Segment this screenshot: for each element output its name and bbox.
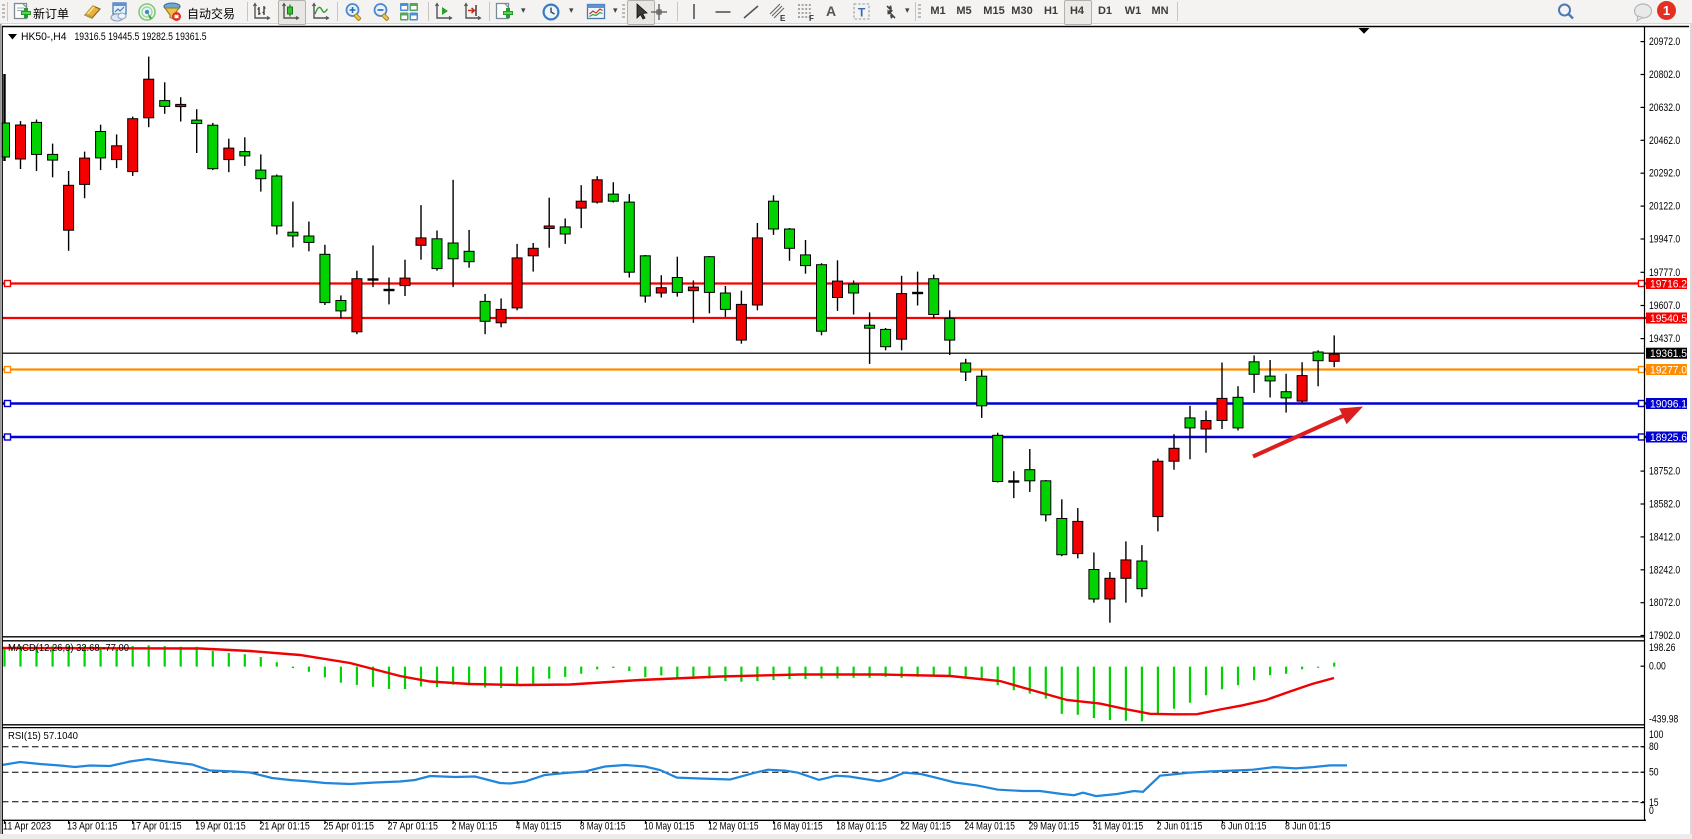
svg-text:20632.0: 20632.0	[1649, 102, 1680, 114]
svg-text:8 Jun 01:15: 8 Jun 01:15	[1285, 821, 1331, 833]
svg-text:4 May 01:15: 4 May 01:15	[516, 821, 562, 833]
svg-text:E: E	[780, 14, 786, 22]
svg-text:19607.0: 19607.0	[1649, 300, 1680, 312]
svg-text:18 May 01:15: 18 May 01:15	[836, 821, 886, 833]
svg-text:80: 80	[1649, 741, 1659, 753]
svg-text:18412.0: 18412.0	[1649, 531, 1680, 543]
svg-text:25 Apr 01:15: 25 Apr 01:15	[324, 821, 374, 833]
svg-text:198.26: 198.26	[1649, 642, 1675, 654]
svg-text:17 Apr 01:15: 17 Apr 01:15	[131, 821, 181, 833]
svg-text:RSI(15) 57.1040: RSI(15) 57.1040	[8, 730, 78, 742]
svg-text:-439.98: -439.98	[1649, 713, 1678, 725]
svg-text:20292.0: 20292.0	[1649, 168, 1680, 180]
svg-text:F: F	[809, 14, 814, 22]
svg-text:13 Apr 01:15: 13 Apr 01:15	[67, 821, 117, 833]
svg-text:18752.0: 18752.0	[1649, 466, 1680, 478]
svg-text:8 May 01:15: 8 May 01:15	[580, 821, 626, 833]
svg-text:19 Apr 01:15: 19 Apr 01:15	[195, 821, 245, 833]
svg-text:16 May 01:15: 16 May 01:15	[772, 821, 822, 833]
svg-text:0: 0	[1649, 805, 1654, 817]
svg-text:19947.0: 19947.0	[1649, 234, 1680, 246]
svg-text:19277.0: 19277.0	[1650, 365, 1687, 377]
svg-text:50: 50	[1649, 767, 1659, 779]
svg-text:19437.0: 19437.0	[1649, 333, 1680, 345]
svg-text:19540.5: 19540.5	[1650, 313, 1687, 325]
svg-text:20462.0: 20462.0	[1649, 135, 1680, 147]
svg-text:100: 100	[1649, 729, 1663, 741]
svg-text:2 May 01:15: 2 May 01:15	[452, 821, 498, 833]
svg-text:19361.5: 19361.5	[1650, 348, 1687, 360]
svg-text:18582.0: 18582.0	[1649, 499, 1680, 511]
svg-text:27 Apr 01:15: 27 Apr 01:15	[388, 821, 438, 833]
svg-text:20802.0: 20802.0	[1649, 69, 1680, 81]
svg-text:HK50-,H4: HK50-,H4	[21, 31, 67, 43]
svg-text:19096.1: 19096.1	[1650, 399, 1687, 411]
svg-text:MACD(12,26,9) 32.68 -77.00: MACD(12,26,9) 32.68 -77.00	[8, 642, 129, 654]
svg-text:24 May 01:15: 24 May 01:15	[965, 821, 1015, 833]
svg-text:15: 15	[1649, 797, 1659, 809]
svg-text:0.00: 0.00	[1649, 661, 1666, 673]
svg-text:29 May 01:15: 29 May 01:15	[1029, 821, 1079, 833]
svg-text:18925.6: 18925.6	[1650, 432, 1687, 444]
svg-text:20122.0: 20122.0	[1649, 201, 1680, 213]
svg-text:6 Jun 01:15: 6 Jun 01:15	[1221, 821, 1267, 833]
svg-text:10 May 01:15: 10 May 01:15	[644, 821, 694, 833]
svg-text:17902.0: 17902.0	[1649, 630, 1680, 642]
svg-text:12 May 01:15: 12 May 01:15	[708, 821, 758, 833]
svg-text:31 May 01:15: 31 May 01:15	[1093, 821, 1143, 833]
svg-text:T: T	[858, 6, 866, 20]
svg-text:19316.5 19445.5 19282.5 19361.: 19316.5 19445.5 19282.5 19361.5	[75, 31, 207, 43]
svg-text:22 May 01:15: 22 May 01:15	[900, 821, 950, 833]
svg-text:18072.0: 18072.0	[1649, 597, 1680, 609]
svg-text:19716.2: 19716.2	[1650, 279, 1687, 291]
svg-text:2 Jun 01:15: 2 Jun 01:15	[1157, 821, 1203, 833]
svg-text:21 Apr 01:15: 21 Apr 01:15	[259, 821, 309, 833]
svg-text:20972.0: 20972.0	[1649, 36, 1680, 48]
svg-text:18242.0: 18242.0	[1649, 564, 1680, 576]
svg-text:19777.0: 19777.0	[1649, 267, 1680, 279]
svg-text:11 Apr 2023: 11 Apr 2023	[3, 821, 51, 833]
